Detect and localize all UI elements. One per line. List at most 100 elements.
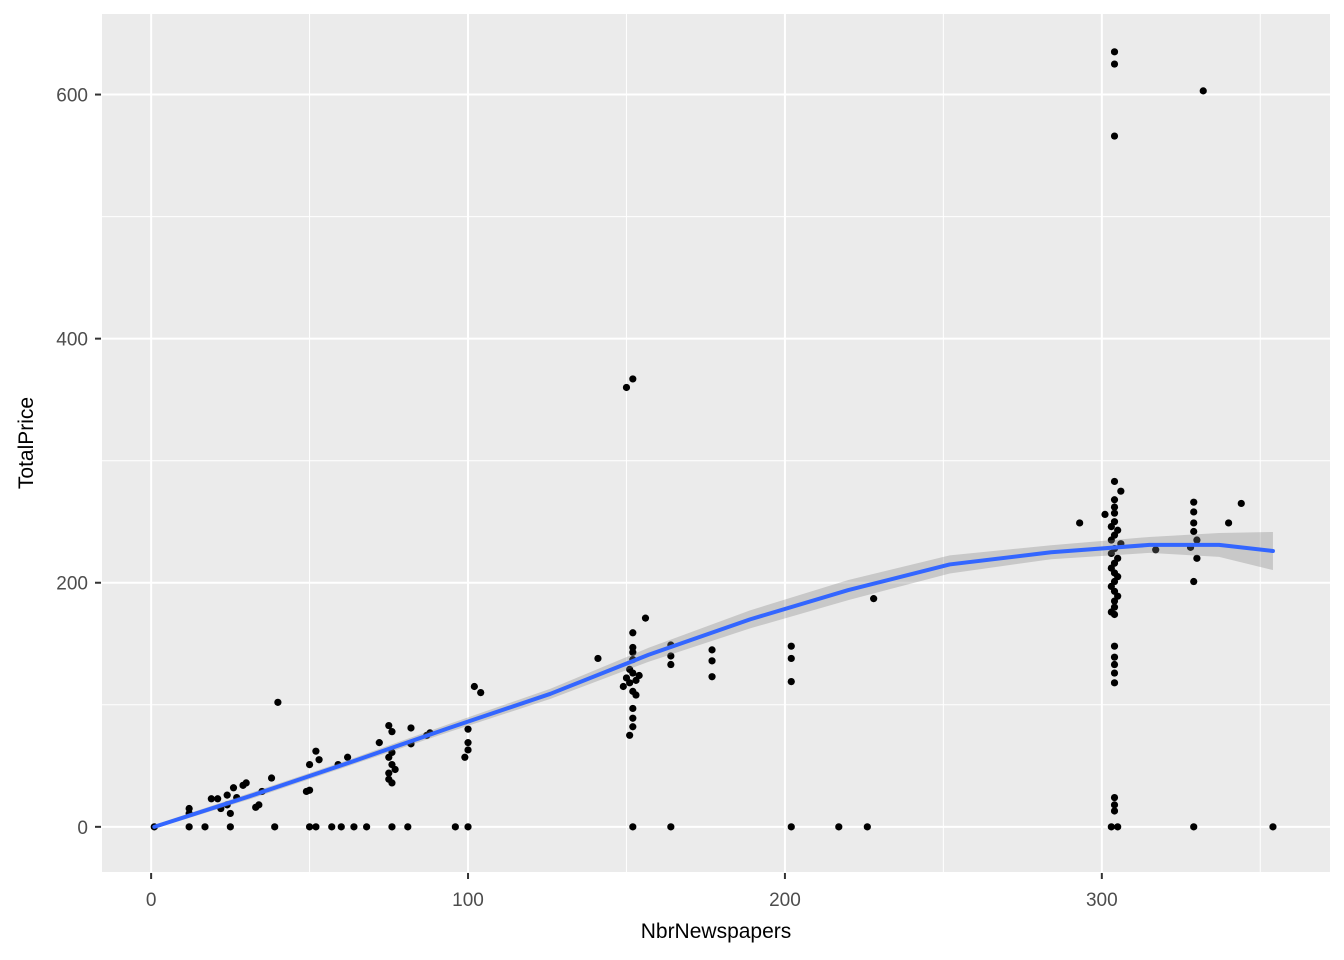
data-point <box>1076 519 1084 527</box>
data-point <box>1110 48 1119 56</box>
y-tick-label: 0 <box>77 818 88 839</box>
data-point <box>274 698 282 706</box>
data-point <box>1110 679 1119 687</box>
data-point <box>594 654 602 663</box>
data-point <box>629 648 637 656</box>
data-point <box>629 723 637 731</box>
data-point <box>464 725 472 733</box>
data-point <box>226 809 234 818</box>
data-point <box>1110 60 1119 68</box>
data-point <box>1237 499 1245 508</box>
data-point <box>388 823 396 831</box>
data-point <box>1110 660 1119 669</box>
y-tick-label: 200 <box>56 574 88 595</box>
data-point <box>1224 519 1233 527</box>
x-axis-title: NbrNewspapers <box>641 920 792 943</box>
data-point <box>1107 823 1115 831</box>
data-point <box>632 691 640 699</box>
y-tick-label: 400 <box>56 330 88 351</box>
data-point <box>1269 823 1277 831</box>
data-point <box>667 660 675 669</box>
data-point <box>267 774 276 782</box>
data-point <box>708 646 716 654</box>
data-point <box>305 760 314 769</box>
data-point <box>1110 477 1119 486</box>
data-point <box>1110 801 1119 809</box>
data-point <box>242 779 250 787</box>
x-tick-label: 0 <box>146 890 157 911</box>
data-point <box>1110 496 1119 504</box>
data-point <box>1110 610 1119 619</box>
data-point <box>629 714 637 722</box>
data-point <box>385 753 393 761</box>
data-point <box>626 679 634 687</box>
data-point <box>708 657 716 665</box>
data-point <box>344 753 352 761</box>
x-tick-label: 300 <box>1086 890 1118 911</box>
data-point <box>388 779 396 787</box>
data-point <box>350 823 358 831</box>
data-point <box>464 739 472 747</box>
data-point <box>1110 503 1119 511</box>
data-point <box>641 614 650 622</box>
data-point <box>185 823 193 831</box>
data-point <box>870 595 878 603</box>
data-point <box>1190 577 1198 586</box>
y-axis-title: TotalPrice <box>15 397 38 489</box>
data-point <box>667 652 675 660</box>
data-point <box>214 795 222 803</box>
data-point <box>787 823 795 831</box>
data-point <box>1190 508 1198 516</box>
data-point <box>201 823 209 831</box>
data-point <box>1110 653 1119 661</box>
data-point <box>305 823 314 831</box>
data-point <box>1110 669 1119 677</box>
data-point <box>223 791 231 799</box>
data-point <box>787 642 795 650</box>
data-point <box>1117 487 1125 495</box>
data-point <box>1114 823 1122 831</box>
data-point <box>255 801 263 809</box>
data-point <box>1107 536 1115 544</box>
data-point <box>271 823 279 831</box>
data-point <box>470 682 478 691</box>
data-point <box>1110 793 1119 802</box>
data-point <box>1190 527 1198 536</box>
data-point <box>477 688 485 697</box>
data-point <box>787 654 795 663</box>
data-point <box>1107 523 1115 531</box>
data-point <box>629 669 637 677</box>
data-point <box>464 823 472 831</box>
data-point <box>305 786 314 794</box>
data-point <box>226 823 234 831</box>
y-tick-label: 600 <box>56 86 88 107</box>
data-point <box>385 769 393 777</box>
x-tick-label: 200 <box>769 890 801 911</box>
data-point <box>629 629 637 637</box>
data-point <box>1193 536 1201 544</box>
data-point <box>407 724 415 732</box>
plot-panel: 0 100 200 300 0 200 400 600 <box>56 14 1330 911</box>
data-point <box>622 383 631 392</box>
data-point <box>787 678 795 686</box>
data-point <box>464 746 472 754</box>
data-point <box>388 728 396 736</box>
data-point <box>391 765 399 774</box>
data-point <box>1190 498 1198 506</box>
data-point <box>312 823 320 831</box>
data-point <box>229 784 238 792</box>
data-point <box>835 823 843 831</box>
data-point <box>863 823 871 831</box>
data-point <box>667 823 675 831</box>
data-point <box>315 756 323 764</box>
data-point <box>1190 823 1198 831</box>
data-point <box>626 731 634 739</box>
data-point <box>312 747 320 755</box>
panel-background <box>102 14 1330 872</box>
data-point <box>375 739 383 747</box>
data-point <box>1110 642 1119 650</box>
data-point <box>451 823 459 831</box>
data-point <box>207 795 215 803</box>
